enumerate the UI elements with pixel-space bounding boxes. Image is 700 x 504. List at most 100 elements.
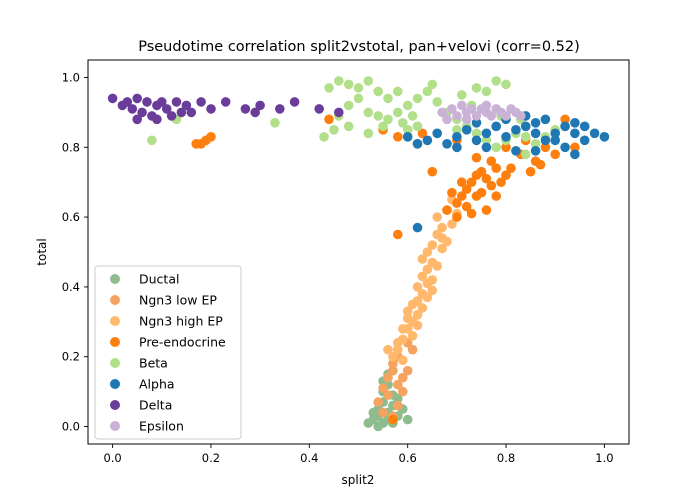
data-point-pre-endocrine: [481, 173, 492, 184]
legend-label: Ngn3 high EP: [139, 314, 223, 329]
data-point-alpha: [511, 146, 521, 156]
data-point-delta: [142, 97, 152, 107]
data-point-epsilon: [437, 107, 447, 118]
data-point-beta: [329, 125, 339, 135]
data-point-alpha: [570, 128, 580, 139]
data-point-beta: [334, 76, 344, 86]
data-point-ngn3-high-ep: [427, 285, 438, 296]
legend-items: Ductal Ngn3 low EP Ngn3 high EP Pre-endocri…: [110, 272, 226, 434]
data-point-ngn3-low-ep: [393, 400, 403, 411]
data-point-ngn3-high-ep: [427, 275, 438, 285]
data-point-ngn3-high-ep: [398, 355, 408, 366]
data-point-ngn3-high-ep: [388, 351, 398, 362]
data-point-alpha: [589, 128, 600, 139]
data-point-ngn3-high-ep: [412, 310, 423, 320]
data-point-pre-endocrine: [206, 132, 216, 142]
data-point-pre-endocrine: [452, 198, 462, 208]
data-point-beta: [319, 132, 329, 142]
data-point-beta: [373, 111, 384, 121]
data-point-epsilon: [452, 111, 462, 121]
data-point-alpha: [550, 128, 560, 139]
data-point-epsilon: [461, 114, 472, 125]
data-point-alpha: [491, 121, 502, 132]
data-point-ngn3-high-ep: [417, 254, 428, 264]
data-point-ngn3-high-ep: [402, 313, 413, 324]
data-point-alpha: [501, 132, 511, 142]
data-point-ngn3-low-ep: [398, 372, 408, 383]
data-point-ngn3-high-ep: [407, 299, 418, 310]
data-point-delta: [314, 104, 325, 114]
data-point-epsilon: [466, 104, 477, 114]
x-tick-label: 0.4: [300, 451, 318, 465]
x-axis-label: split2: [342, 473, 375, 487]
data-point-alpha: [540, 114, 551, 125]
axes-frame: [87, 59, 630, 445]
data-point-delta: [220, 97, 231, 107]
data-point-beta: [412, 93, 423, 104]
data-point-pre-endocrine: [471, 152, 482, 163]
x-tick-label: 1.0: [595, 451, 613, 465]
data-point-beta: [491, 76, 502, 86]
data-point-alpha: [402, 132, 413, 142]
data-point-alpha: [599, 132, 610, 142]
data-point-alpha: [452, 142, 462, 153]
data-point-ngn3-high-ep: [407, 331, 418, 341]
data-point-pre-endocrine: [535, 159, 546, 170]
data-point-pre-endocrine: [560, 114, 570, 125]
data-point-ngn3-high-ep: [393, 344, 403, 355]
data-point-pre-endocrine: [417, 128, 428, 139]
data-point-ductal: [393, 393, 403, 404]
data-point-ngn3-low-ep: [388, 358, 398, 369]
data-point-delta: [206, 104, 216, 114]
data-point-ngn3-low-ep: [383, 390, 393, 400]
y-tick-label: 0.4: [62, 280, 80, 294]
data-point-pre-endocrine: [506, 163, 516, 173]
data-point-beta: [363, 76, 374, 86]
data-point-delta: [157, 97, 167, 107]
data-point-ngn3-high-ep: [412, 320, 423, 331]
y-tick-label: 0.8: [62, 140, 80, 154]
data-point-beta: [412, 121, 423, 132]
data-point-alpha: [530, 118, 541, 128]
data-point-delta: [196, 97, 206, 107]
data-point-ngn3-low-ep: [388, 365, 398, 376]
data-point-alpha: [471, 118, 482, 128]
data-point-beta: [520, 149, 531, 160]
data-point-ngn3-low-ep: [378, 407, 388, 418]
data-point-ngn3-high-ep: [432, 212, 443, 222]
data-point-beta: [481, 135, 492, 146]
data-point-delta: [255, 100, 265, 111]
data-point-delta: [334, 107, 344, 118]
x-tick-label: 0.6: [399, 451, 417, 465]
data-point-ngn3-high-ep: [417, 271, 428, 282]
data-point-ductal: [373, 421, 384, 432]
data-point-pre-endocrine: [191, 139, 201, 149]
data-point-beta: [363, 107, 374, 118]
chart-title: Pseudotime correlation split2vstotal, pa…: [138, 39, 580, 55]
data-point-pre-endocrine: [466, 177, 477, 187]
data-point-beta: [147, 135, 157, 146]
data-point-alpha: [412, 222, 423, 233]
data-point-beta: [383, 114, 393, 125]
data-point-pre-endocrine: [525, 166, 536, 177]
data-point-beta: [343, 100, 354, 111]
data-point-pre-endocrine: [442, 205, 452, 215]
y-tick-label: 0.6: [62, 210, 80, 224]
data-point-ngn3-high-ep: [422, 292, 433, 303]
data-point-beta: [501, 79, 511, 90]
data-point-alpha: [481, 128, 492, 139]
data-point-pre-endocrine: [476, 166, 487, 177]
data-point-beta: [343, 79, 354, 90]
data-point-ngn3-high-ep: [383, 344, 393, 355]
data-point-pre-endocrine: [393, 132, 403, 142]
data-point-delta: [240, 104, 251, 114]
data-point-beta: [471, 83, 482, 93]
data-point-beta: [343, 121, 354, 132]
data-point-ngn3-high-ep: [412, 282, 423, 292]
data-point-pre-endocrine: [486, 180, 497, 191]
data-point-epsilon: [481, 100, 492, 111]
data-point-ngn3-high-ep: [398, 324, 408, 334]
legend-label: Beta: [139, 356, 168, 371]
data-point-pre-endocrine: [457, 177, 467, 187]
y-tick-label: 1.0: [62, 70, 80, 84]
